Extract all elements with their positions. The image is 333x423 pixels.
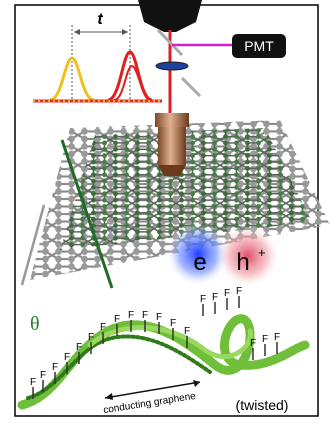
fluorine-label: F	[30, 377, 36, 388]
fluorine-label: F	[262, 334, 268, 345]
fluorine-label: F	[142, 310, 148, 321]
fluorine-label: F	[224, 288, 230, 299]
hole-label: h	[236, 249, 249, 276]
fluorine-label: F	[114, 314, 120, 325]
fluorine-label: F	[200, 294, 206, 305]
fluorine-label: F	[100, 322, 106, 333]
fluorine-label: F	[88, 332, 94, 343]
fluorine-label: F	[156, 312, 162, 323]
fluorine-label: F	[250, 338, 256, 349]
fluorine-label: F	[40, 370, 46, 381]
lens-body	[158, 127, 186, 165]
filter	[156, 62, 188, 70]
pmt-label: PMT	[244, 38, 274, 54]
delay-label: t	[97, 11, 103, 28]
fluorine-label: F	[64, 352, 70, 363]
fluorine-label: F	[52, 362, 58, 373]
electron-label: e	[193, 249, 206, 276]
lens-ring	[155, 113, 189, 127]
fluorine-label: F	[274, 332, 280, 343]
hole-charge: +	[258, 245, 266, 260]
fluorine-label: F	[170, 318, 176, 329]
ribbon-state: (twisted)	[236, 397, 289, 413]
fluorine-label: F	[76, 342, 82, 353]
fluorine-label: F	[236, 286, 242, 297]
fluorine-label: F	[184, 326, 190, 337]
page: PMT t e h + θ FFFFFFFFFFFFFFFFFFFF condu…	[0, 0, 333, 423]
figure: PMT t e h + θ FFFFFFFFFFFFFFFFFFFF condu…	[0, 0, 333, 423]
angle-label: θ	[30, 313, 40, 335]
fluorine-label: F	[212, 292, 218, 303]
fluorine-label: F	[128, 310, 134, 321]
